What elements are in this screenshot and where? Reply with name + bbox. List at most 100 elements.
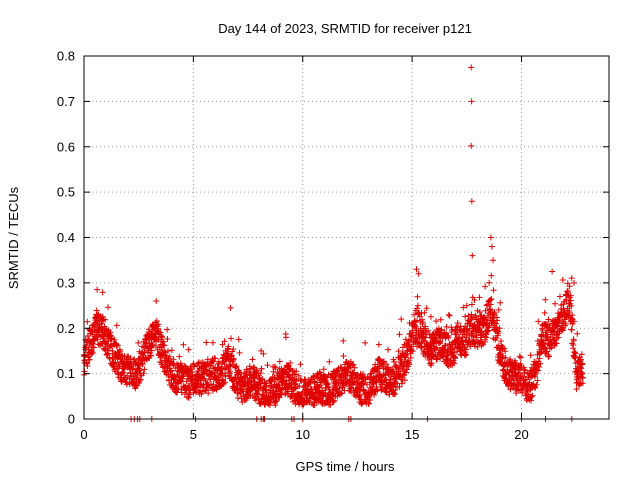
data-point [95, 341, 102, 348]
data-point [186, 382, 193, 389]
data-point [367, 397, 374, 404]
data-point [564, 289, 571, 296]
y-tick-label: 0.7 [57, 94, 75, 109]
data-point [88, 348, 95, 355]
data-point [343, 380, 350, 387]
data-point [322, 377, 329, 384]
data-point [311, 402, 318, 409]
data-point [230, 346, 237, 353]
data-point [459, 334, 466, 341]
spike-point [463, 302, 470, 309]
data-point [552, 300, 559, 307]
data-point [191, 363, 198, 370]
data-point [272, 364, 279, 371]
data-point [579, 374, 586, 381]
data-point [383, 361, 390, 368]
data-point [559, 276, 566, 283]
x-tick-label: 20 [514, 427, 528, 442]
data-point [167, 368, 174, 375]
data-point [532, 384, 539, 391]
data-point [141, 348, 148, 355]
data-point [153, 317, 160, 324]
data-point [452, 355, 459, 362]
data-point [373, 386, 380, 393]
spike-point [487, 234, 494, 241]
data-point [228, 335, 235, 342]
data-point [529, 392, 536, 399]
data-point [264, 362, 271, 369]
data-point [258, 347, 265, 354]
data-point [425, 327, 432, 334]
data-point [109, 348, 116, 355]
data-point [501, 345, 508, 352]
data-point [515, 370, 522, 377]
data-point [476, 324, 483, 331]
data-point [236, 349, 243, 356]
data-point [545, 353, 552, 360]
data-point [132, 366, 139, 373]
data-point [276, 358, 283, 365]
data-point [425, 356, 432, 363]
data-point [506, 377, 513, 384]
data-point [528, 393, 535, 400]
data-point [222, 373, 229, 380]
data-point [521, 366, 528, 373]
data-point [570, 318, 577, 325]
data-point [513, 390, 520, 397]
data-point [330, 399, 337, 406]
data-point [202, 377, 209, 384]
data-point [454, 348, 461, 355]
spike-point [398, 316, 405, 323]
data-point [266, 402, 273, 409]
data-point [147, 352, 154, 359]
data-point [318, 382, 325, 389]
spike-point [496, 325, 503, 332]
data-point [275, 382, 282, 389]
data-point [411, 311, 418, 318]
data-point [84, 318, 91, 325]
data-point [117, 348, 124, 355]
data-point [542, 296, 549, 303]
data-point [365, 400, 372, 407]
data-point [81, 352, 88, 359]
data-point [270, 395, 277, 402]
data-point [278, 391, 285, 398]
data-point [545, 316, 552, 323]
data-point [493, 314, 500, 321]
data-point [242, 371, 249, 378]
data-point [340, 337, 347, 344]
data-point [90, 344, 97, 351]
data-point [401, 377, 408, 384]
data-point [423, 305, 430, 312]
spike-point [415, 270, 422, 277]
data-point [541, 309, 548, 316]
data-point [414, 305, 421, 312]
data-point [231, 375, 238, 382]
data-point [399, 344, 406, 351]
data-point [219, 341, 226, 348]
data-point [94, 336, 101, 343]
data-point [541, 344, 548, 351]
spike-point [490, 257, 497, 264]
data-point [360, 371, 367, 378]
data-point [282, 334, 289, 341]
data-point [360, 380, 367, 387]
data-point [462, 346, 469, 353]
y-tick-label: 0.3 [57, 275, 75, 290]
data-point [495, 306, 502, 313]
data-point [462, 351, 469, 358]
data-point [411, 318, 418, 325]
data-point [351, 364, 358, 371]
data-point [375, 341, 382, 348]
data-point [516, 353, 523, 360]
data-point [502, 348, 509, 355]
data-point [345, 368, 352, 375]
data-point [178, 378, 185, 385]
data-point [287, 359, 294, 366]
data-point [509, 374, 516, 381]
data-point [535, 318, 542, 325]
data-point [89, 349, 96, 356]
data-point [451, 360, 458, 367]
data-point [148, 347, 155, 354]
data-point [460, 304, 467, 311]
